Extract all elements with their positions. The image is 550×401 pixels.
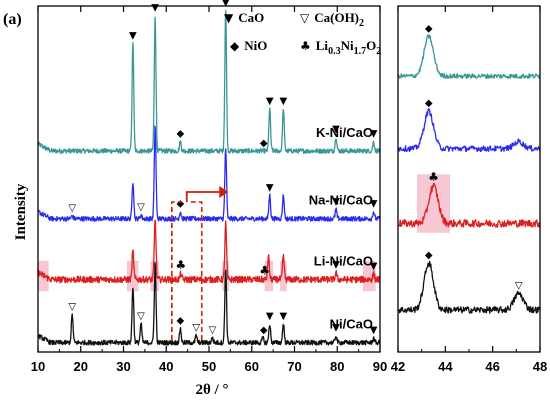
nio-marker: ◆ (260, 325, 268, 336)
cao-marker: ▼ (280, 311, 288, 322)
li-highlight-band (279, 260, 287, 292)
cao-marker: ▼ (266, 311, 274, 322)
legend-label: NiO (244, 38, 267, 53)
cao-marker: ▼ (370, 129, 378, 140)
cao-marker: ▼ (370, 325, 378, 336)
axes-layer: 10 20 30 40 50 60 70 80 90 42 44 46 48 (31, 5, 547, 374)
x-tick-label: 42 (391, 359, 405, 374)
li-highlight-band (264, 260, 274, 292)
cao-marker: ▼ (332, 323, 340, 334)
legend-label: CaO (238, 10, 264, 25)
lini-marker: ♣ (175, 258, 186, 272)
caoh2-marker: ▽ (137, 311, 145, 322)
cao-marker: ▼ (266, 96, 274, 107)
inset-plot-series (397, 34, 541, 314)
legend-entry-cao: ▼ CaO (224, 10, 264, 25)
caoh2-marker: ▽ (209, 325, 217, 336)
cao-marker: ▼ (151, 2, 159, 13)
x-tick-label: 46 (485, 359, 499, 374)
lini-marker: ♣ (300, 39, 311, 53)
nio-marker: ◆ (425, 98, 433, 109)
nio-marker: ◆ (425, 23, 433, 34)
zoom-arrow-shaft (185, 191, 220, 202)
cao-marker: ▼ (129, 30, 137, 41)
legend-entry-ca-oh: ▽ Ca(OH)2 (300, 10, 364, 29)
caoh2-marker: ▽ (192, 323, 200, 334)
plot-frame (37, 5, 381, 353)
cao-marker: ▼ (332, 124, 340, 135)
cao-marker: ▼ (224, 11, 234, 25)
legend-label-part: Ni (341, 38, 354, 53)
y-axis-title: Intensity (13, 183, 29, 240)
caoh2-marker: ▽ (68, 302, 76, 313)
x-tick-label: 44 (438, 359, 453, 374)
series-line-ni-cao (397, 260, 541, 314)
lini-marker: ♣ (428, 170, 439, 184)
series-line-na-ni-cao (397, 108, 541, 153)
x-axis-title: 2θ / ° (196, 382, 229, 398)
cao-marker: ▼ (332, 260, 340, 271)
x-tick-label: 10 (31, 359, 45, 374)
nio-marker: ◆ (177, 316, 185, 327)
highlight-layer (38, 174, 451, 292)
cao-marker: ▼ (332, 196, 340, 207)
x-tick-label: 48 (533, 359, 547, 374)
x-tick-label: 70 (287, 359, 301, 374)
caoh2-marker: ▽ (137, 202, 145, 213)
legend-subscript: 0.3 (328, 46, 341, 57)
legend-entry-nio: ◆ NiO (230, 38, 267, 53)
legend-subscript: 2 (359, 18, 364, 29)
series-line-k-ni-cao (397, 34, 541, 80)
x-tick-label: 50 (202, 359, 216, 374)
nio-marker: ◆ (425, 250, 433, 261)
cao-marker: ▼ (370, 261, 378, 272)
nio-marker: ◆ (177, 199, 185, 210)
zoom-arrow-head (219, 186, 229, 198)
legend-label: Li (316, 38, 329, 53)
x-tick-label: 40 (159, 359, 173, 374)
panel-label: (a) (3, 11, 22, 28)
nio-marker: ◆ (260, 138, 268, 149)
text-layer: (a) Intensity 2θ / ° K-Ni/CaO Na-Ni/CaO Li… (3, 11, 373, 398)
phase-markers: ▼ ▼ ◆ ▼ ◆ ▼ ▼ ▼ ▼ ▽ ▽ ◆ ▼ ▼ ▼ ♣ ♣ ▼ ▼ ▽ ▽ ◆ ▽ ▽ ◆ ▼ ▼ ▼ ▼ ◆ ◆ ♣ ◆ ▽ (68, 0, 523, 336)
series-line-k-ni-cao (37, 9, 381, 154)
legend-label: Ca(OH) (314, 10, 359, 25)
nio-marker: ◆ (177, 129, 185, 140)
series-label-na-ni-cao: Na-Ni/CaO (309, 193, 373, 208)
nio-marker: ◆ (230, 39, 240, 53)
x-tick-label: 80 (330, 359, 344, 374)
cao-marker: ▼ (222, 0, 230, 9)
lini-marker: ♣ (259, 264, 270, 278)
cao-marker: ▼ (280, 96, 288, 107)
series-label-k-ni-cao: K-Ni/CaO (316, 125, 373, 140)
li-highlight-band (362, 260, 376, 292)
legend-label-part: O (366, 38, 376, 53)
x-tick-label: 30 (116, 359, 130, 374)
legend-subscript: 2 (376, 46, 381, 57)
series-line-li-ni-cao (37, 219, 381, 284)
li-highlight-band (126, 260, 139, 292)
series-label-ni-cao: Ni/CaO (330, 317, 373, 332)
caoh2-marker: ▽ (68, 203, 76, 214)
caoh2-marker: ▽ (515, 281, 523, 292)
zoom-bracket-left (171, 201, 182, 340)
series-line-na-ni-cao (37, 125, 381, 222)
series-label-li-ni-cao: Li-Ni/CaO (314, 254, 373, 269)
legend-subscript: 1.7 (354, 46, 367, 57)
cao-marker: ▼ (370, 199, 378, 210)
x-tick-label: 20 (74, 359, 88, 374)
cao-marker: ▼ (266, 182, 274, 193)
series-line-li-ni-cao (397, 182, 541, 228)
main-plot-series (37, 9, 381, 346)
caoh2-marker: ▽ (300, 11, 310, 25)
x-tick-label: 60 (245, 359, 259, 374)
series-line-ni-cao (37, 262, 381, 346)
legend: ▼ CaO ▽ Ca(OH)2◆ NiO ♣ Li0.3Ni1.7O2 (224, 10, 381, 57)
legend-entry-li: ♣ Li0.3Ni1.7O2 (300, 38, 381, 57)
x-tick-label: 90 (373, 359, 387, 374)
zoom-bracket-right (189, 201, 203, 340)
